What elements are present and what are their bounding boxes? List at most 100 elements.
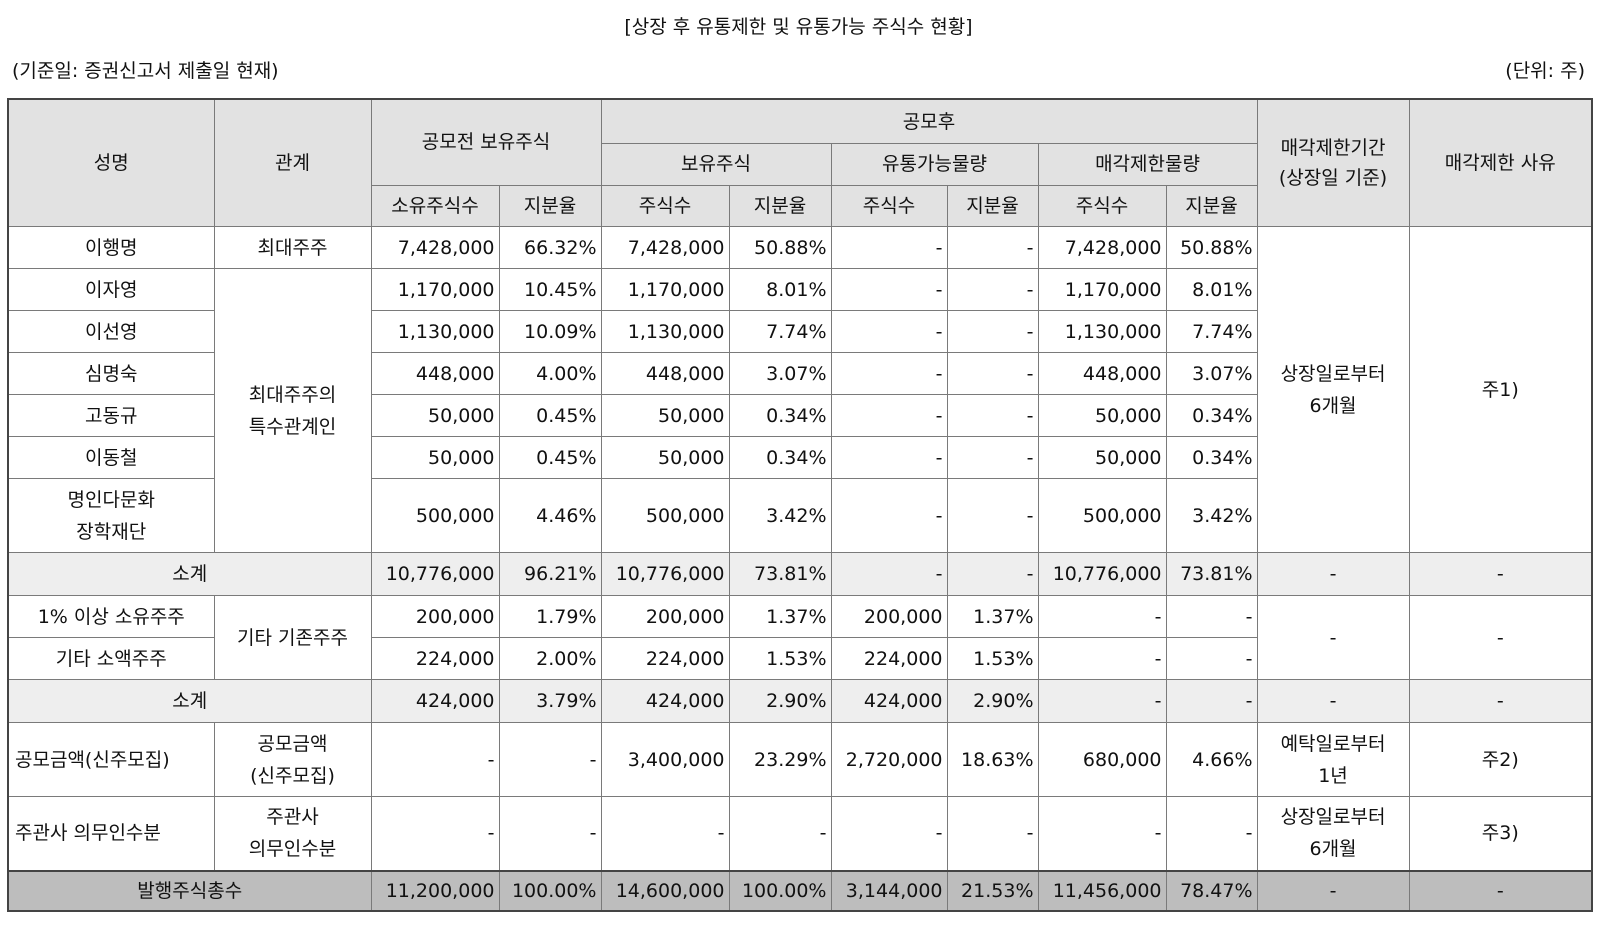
cell-value: 3.42%	[728, 478, 832, 553]
table-row: 공모금액(신주모집) 공모금액 (신주모집) - - 3,400,000 23.…	[7, 722, 1593, 797]
header-relation: 관계	[213, 98, 372, 227]
cell-value: 14,600,000	[600, 869, 730, 911]
cell-value: -	[498, 722, 602, 797]
table-row: 고동규 50,000 0.45% 50,000 0.34% - - 50,000…	[7, 394, 1592, 437]
cell-value: 2,720,000	[830, 722, 948, 797]
cell-value: 500,000	[370, 478, 500, 553]
cell-value: 0.34%	[728, 394, 832, 437]
cell-value: 3.07%	[728, 352, 832, 395]
cell-value: 7.74%	[728, 310, 832, 353]
header-row-1: 성명 관계 공모전 보유주식 공모후 매각제한기간 (상장일 기준) 매각제한 …	[7, 98, 1593, 227]
cell-value: -	[830, 352, 948, 395]
header-name: 성명	[7, 98, 215, 227]
total-label: 발행주식총수	[7, 869, 372, 911]
table-row: 이자영 최대주주의 특수관계인 1,170,000 10.45% 1,170,0…	[7, 268, 1592, 553]
row-relation: 최대주주	[213, 226, 372, 269]
cell-value: 3.07%	[1165, 352, 1258, 395]
cell-value: -	[830, 796, 948, 871]
cell-value: 1,130,000	[370, 310, 500, 353]
table-row: 심명숙 448,000 4.00% 448,000 3.07% - - 448,…	[7, 352, 1592, 395]
header-row-3: 소유주식수 지분율 주식수 지분율 주식수 지분율 주식수 지분율	[8, 184, 1592, 227]
header-ratio: 지분율	[728, 184, 832, 227]
header-ratio: 지분율	[1165, 184, 1258, 227]
header-row-2: 보유주식 유통가능물량 매각제한물량	[8, 143, 1592, 186]
cell-value: 448,000	[600, 352, 730, 395]
cell-value: -	[946, 268, 1039, 311]
cell-value: 1.53%	[728, 637, 832, 680]
cell-value: 50,000	[370, 436, 500, 479]
cell-value: -	[1165, 679, 1258, 723]
row-name: 심명숙	[7, 352, 215, 395]
cell-value: 1,170,000	[370, 268, 500, 311]
cell-value: 2.90%	[728, 679, 832, 723]
cell-value: 4.66%	[1165, 722, 1258, 797]
subtotal-row: 소계 424,000 3.79% 424,000 2.90% 424,000 2…	[7, 679, 1593, 723]
cell-value: 0.34%	[728, 436, 832, 479]
cell-value: 7.74%	[1165, 310, 1258, 353]
cell-value: 448,000	[370, 352, 500, 395]
cell-value: -	[946, 436, 1039, 479]
cell-value: 0.34%	[1165, 436, 1258, 479]
cell-value: -	[830, 478, 948, 553]
row-period: 예탁일로부터 1년	[1256, 722, 1410, 797]
header-tradable: 유통가능물량	[830, 143, 1039, 186]
cell-value: -	[1037, 796, 1167, 871]
cell-value: -	[830, 552, 948, 596]
cell-value: 448,000	[1037, 352, 1167, 395]
table-title: [상장 후 유통제한 및 유통가능 주식수 현황]	[624, 16, 973, 38]
cell-value: 4.00%	[498, 352, 602, 395]
cell-value: 200,000	[370, 595, 500, 638]
table-row: 주관사 의무인수분 주관사 의무인수분 - - - - - - - - 상장일로…	[7, 796, 1593, 871]
cell-value: 224,000	[830, 637, 948, 680]
cell-value: -	[1165, 796, 1258, 871]
cell-value: 7,428,000	[370, 226, 500, 269]
cell-value: 424,000	[370, 679, 500, 723]
cell-value: 200,000	[600, 595, 730, 638]
cell-value: 2.00%	[498, 637, 602, 680]
cell-value: 1,170,000	[1037, 268, 1167, 311]
cell-value: -	[946, 478, 1039, 553]
cell-value: 8.01%	[728, 268, 832, 311]
cell-value: 50,000	[600, 436, 730, 479]
group2-reason: -	[1408, 595, 1593, 680]
row-name: 공모금액(신주모집)	[7, 722, 215, 797]
cell-value: 50,000	[1037, 436, 1167, 479]
row-name: 주관사 의무인수분	[7, 796, 215, 871]
cell-value: -	[830, 436, 948, 479]
cell-value: 4.46%	[498, 478, 602, 553]
cell-value: 1.53%	[946, 637, 1039, 680]
cell-value: -	[498, 796, 602, 871]
cell-value: -	[1037, 679, 1167, 723]
table-row: 이행명 최대주주 7,428,000 66.32% 7,428,000 50.8…	[7, 226, 1593, 553]
cell-value: 50,000	[1037, 394, 1167, 437]
cell-value: 500,000	[600, 478, 730, 553]
header-post-ipo: 공모후	[600, 98, 1258, 145]
cell-value: 3,400,000	[600, 722, 730, 797]
cell-value: 224,000	[600, 637, 730, 680]
cell-value: 100.00%	[728, 869, 832, 911]
cell-value: -	[830, 310, 948, 353]
cell-value: 680,000	[1037, 722, 1167, 797]
cell-value: -	[830, 226, 948, 269]
cell-value: 424,000	[600, 679, 730, 723]
cell-value: 1,170,000	[600, 268, 730, 311]
subtotal-reason: -	[1408, 552, 1593, 596]
total-reason: -	[1408, 869, 1593, 911]
group1-period: 상장일로부터 6개월	[1256, 226, 1410, 553]
cell-value: -	[600, 796, 730, 871]
cell-value: 500,000	[1037, 478, 1167, 553]
cell-value: -	[946, 226, 1039, 269]
cell-value: 50,000	[600, 394, 730, 437]
header-restricted: 매각제한물량	[1037, 143, 1258, 186]
cell-value: -	[946, 552, 1039, 596]
subtotal-row: 소계 10,776,000 96.21% 10,776,000 73.81% -…	[7, 552, 1593, 596]
cell-value: -	[728, 796, 832, 871]
cell-value: 8.01%	[1165, 268, 1258, 311]
cell-value: 10,776,000	[370, 552, 500, 596]
header-period: 매각제한기간 (상장일 기준)	[1256, 98, 1410, 227]
cell-value: -	[370, 722, 500, 797]
cell-value: -	[1037, 595, 1167, 638]
cell-value: 18.63%	[946, 722, 1039, 797]
cell-value: 1,130,000	[1037, 310, 1167, 353]
cell-value: 10,776,000	[600, 552, 730, 596]
